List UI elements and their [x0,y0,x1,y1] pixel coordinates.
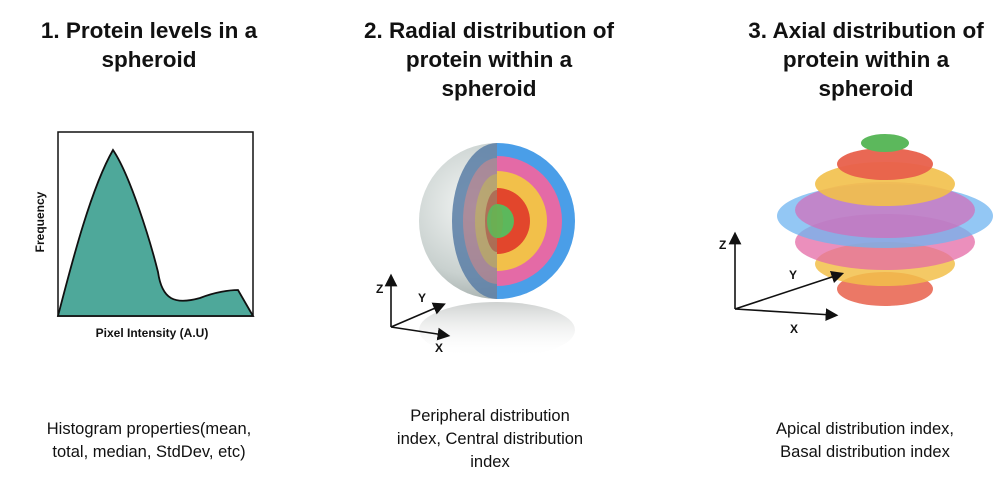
panel-3-title: 3. Axial distribution of protein within … [748,18,984,101]
histogram-x-label: Pixel Intensity (A.U) [96,326,209,340]
radial-sphere [419,143,575,358]
axis-y-label: Y [418,291,426,305]
histogram-y-label: Frequency [33,191,47,252]
axis-x-label: X [435,341,443,355]
axis-z-label-3: Z [719,238,726,252]
histogram-chart: Frequency Pixel Intensity (A.U) [33,131,255,340]
axial-stack [777,134,993,306]
axis-z-label: Z [376,282,383,296]
sphere-shadow [419,302,575,358]
panel-1-caption: Histogram properties(mean, total, median… [46,420,252,461]
histogram-curve [56,148,255,317]
axis-y-label-3: Y [789,268,797,282]
panel-3-axes: Z Y X [719,231,845,336]
panel-1-title: 1. Protein levels in a spheroid [40,18,258,72]
layer-top-red [837,148,933,180]
axis-x-label-3: X [790,322,798,336]
panel-2-axes: Z Y X [376,273,451,355]
panel-3-caption: Apical distribution index, Basal distrib… [776,420,954,461]
panel-2-title: 2. Radial distribution of protein within… [363,18,614,101]
layer-top-green [861,134,909,152]
panel-2-caption: Peripheral distribution index, Central d… [396,407,584,471]
